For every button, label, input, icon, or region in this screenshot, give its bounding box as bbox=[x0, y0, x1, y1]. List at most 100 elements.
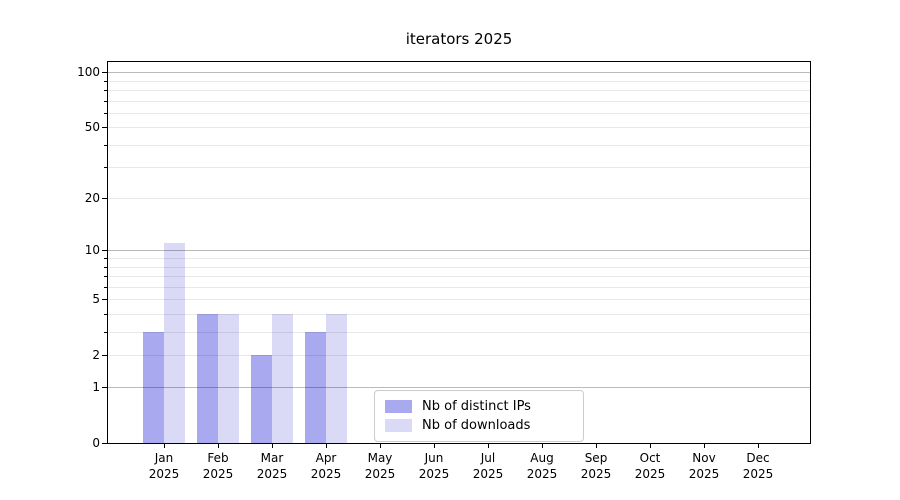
x-axis-tick-mark bbox=[380, 444, 381, 448]
legend-label-downloads: Nb of downloads bbox=[422, 418, 531, 433]
gridline-minor bbox=[108, 167, 810, 169]
x-axis-tick-mark bbox=[704, 444, 705, 448]
month-year: 2025 bbox=[634, 467, 666, 481]
y-axis-minor-tick-mark bbox=[104, 112, 107, 114]
y-axis-minor-tick-mark bbox=[104, 266, 107, 268]
x-axis-month-label: Jun 2025 bbox=[404, 450, 464, 482]
gridline-major bbox=[108, 250, 810, 252]
bar-distinct-ips bbox=[143, 331, 164, 443]
bar-downloads bbox=[272, 313, 293, 443]
gridline-minor bbox=[108, 354, 810, 356]
y-axis-minor-tick-mark bbox=[104, 331, 107, 333]
x-axis-month-label: Jul 2025 bbox=[458, 450, 518, 482]
month-name: Nov bbox=[692, 451, 716, 465]
y-axis-minor-tick-mark bbox=[104, 100, 107, 102]
month-name: Sep bbox=[584, 451, 608, 465]
gridline-minor bbox=[108, 286, 810, 288]
y-axis-minor-tick-mark bbox=[104, 144, 107, 146]
y-axis-tick-mark bbox=[102, 299, 107, 300]
gridline-minor bbox=[108, 258, 810, 259]
gridline-minor bbox=[108, 299, 810, 300]
x-axis-month-label: Mar 2025 bbox=[242, 450, 302, 482]
month-name: Jan bbox=[154, 451, 174, 465]
month-year: 2025 bbox=[472, 467, 504, 481]
x-axis-tick-mark bbox=[218, 444, 219, 448]
legend-label-distinct-ips: Nb of distinct IPs bbox=[422, 399, 531, 414]
x-axis-month-label: Nov 2025 bbox=[674, 450, 734, 482]
x-axis-tick-mark bbox=[650, 444, 651, 448]
month-name: Apr bbox=[315, 451, 337, 465]
y-axis-minor-tick-mark bbox=[104, 89, 107, 91]
month-name: Jul bbox=[480, 451, 496, 465]
gridline-major bbox=[108, 387, 810, 389]
bar-downloads bbox=[164, 243, 185, 443]
legend: Nb of distinct IPs Nb of downloads bbox=[374, 390, 584, 442]
y-axis-tick-label: 1 bbox=[92, 380, 100, 395]
month-year: 2025 bbox=[418, 467, 450, 481]
month-year: 2025 bbox=[526, 467, 558, 481]
gridline-minor bbox=[108, 127, 810, 129]
month-year: 2025 bbox=[202, 467, 234, 481]
y-axis-tick-mark bbox=[102, 198, 107, 200]
x-axis-tick-mark bbox=[596, 444, 597, 448]
x-axis-month-label: Jan 2025 bbox=[134, 450, 194, 482]
month-name: Jun bbox=[424, 451, 444, 465]
x-axis-tick-mark bbox=[272, 444, 273, 448]
gridline-major bbox=[108, 72, 810, 74]
x-axis-tick-mark bbox=[434, 444, 435, 448]
y-axis-tick-mark bbox=[102, 250, 107, 252]
month-name: Mar bbox=[260, 451, 284, 465]
gridline-minor bbox=[108, 112, 810, 114]
y-axis-tick-label: 50 bbox=[84, 120, 100, 135]
month-name: Dec bbox=[746, 451, 770, 465]
month-name: May bbox=[367, 451, 393, 465]
y-axis-tick-mark bbox=[102, 72, 107, 74]
y-axis-tick-label: 5 bbox=[92, 292, 100, 306]
month-name: Oct bbox=[639, 451, 661, 465]
x-axis-month-label: Oct 2025 bbox=[620, 450, 680, 482]
gridline-minor bbox=[108, 89, 810, 91]
x-axis-month-label: Aug 2025 bbox=[512, 450, 572, 482]
y-axis-tick-mark bbox=[102, 127, 107, 129]
gridline-minor bbox=[108, 266, 810, 268]
x-axis-tick-mark bbox=[542, 444, 543, 448]
y-axis-tick-label: 10 bbox=[84, 243, 100, 258]
bar-distinct-ips bbox=[197, 313, 218, 443]
y-axis-minor-tick-mark bbox=[104, 275, 107, 277]
gridline-minor bbox=[108, 144, 810, 146]
gridline-minor bbox=[108, 275, 810, 277]
y-axis-minor-tick-mark bbox=[104, 286, 107, 288]
legend-item-distinct-ips: Nb of distinct IPs bbox=[385, 397, 583, 416]
x-axis-month-label: Sep 2025 bbox=[566, 450, 626, 482]
gridline-minor bbox=[108, 331, 810, 333]
x-axis-month-label: Apr 2025 bbox=[296, 450, 356, 482]
x-axis-month-label: Dec 2025 bbox=[728, 450, 788, 482]
x-axis-month-label: May 2025 bbox=[350, 450, 410, 482]
month-year: 2025 bbox=[256, 467, 288, 481]
month-year: 2025 bbox=[580, 467, 612, 481]
bar-distinct-ips bbox=[305, 331, 326, 443]
month-name: Aug bbox=[530, 451, 554, 465]
y-axis-minor-tick-mark bbox=[104, 80, 107, 82]
y-axis-minor-tick-mark bbox=[104, 258, 107, 259]
x-axis-tick-mark bbox=[326, 444, 327, 448]
y-axis-minor-tick-mark bbox=[104, 167, 107, 169]
month-name: Feb bbox=[207, 451, 229, 465]
chart-title: iterators 2025 bbox=[405, 30, 513, 48]
plot-area bbox=[107, 61, 811, 444]
y-axis-tick-label: 20 bbox=[84, 191, 100, 206]
legend-swatch-distinct-ips bbox=[385, 400, 412, 413]
x-axis-tick-mark bbox=[758, 444, 759, 448]
month-year: 2025 bbox=[688, 467, 720, 481]
x-axis-tick-mark bbox=[164, 444, 165, 448]
gridline-minor bbox=[108, 80, 810, 82]
bar-downloads bbox=[218, 313, 239, 443]
bar-distinct-ips bbox=[251, 354, 272, 443]
y-axis-tick-mark bbox=[102, 387, 107, 389]
month-year: 2025 bbox=[364, 467, 396, 481]
x-axis-tick-mark bbox=[488, 444, 489, 448]
month-year: 2025 bbox=[310, 467, 342, 481]
y-axis-tick-mark bbox=[102, 443, 107, 444]
gridline-minor bbox=[108, 198, 810, 200]
